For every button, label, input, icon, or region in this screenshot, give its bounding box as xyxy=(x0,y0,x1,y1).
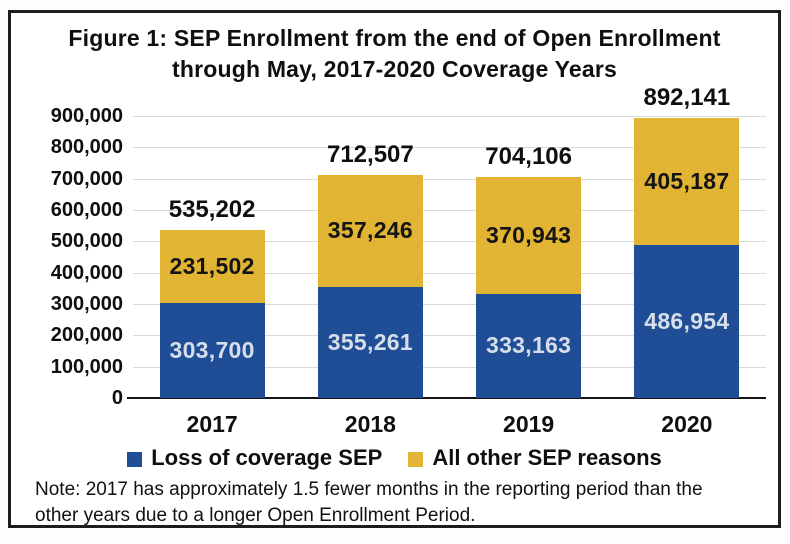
note-text: Note: 2017 has approximately 1.5 fewer m… xyxy=(35,479,703,526)
bar-segment: 370,943 xyxy=(476,177,582,294)
legend-label: Loss of coverage SEP xyxy=(151,445,383,470)
y-tick-label: 600,000 xyxy=(50,199,123,221)
total-value-label: 892,141 xyxy=(643,84,731,112)
figure-frame: Figure 1: SEP Enrollment from the end of… xyxy=(8,10,781,528)
bar-2020: 486,954 405,187 892,141 xyxy=(634,84,740,398)
segment-value-label: 333,163 xyxy=(486,332,572,359)
y-tick-label: 0 xyxy=(111,387,123,409)
x-tick-label: 2017 xyxy=(186,411,238,437)
gridline xyxy=(133,147,766,149)
segment-value-label: 357,246 xyxy=(327,217,413,244)
y-tick-label: 800,000 xyxy=(50,136,123,159)
gridline xyxy=(133,178,766,180)
bar-segment: 486,954 xyxy=(634,245,740,398)
gridline xyxy=(133,116,766,117)
gridline xyxy=(133,304,766,305)
segment-value-label: 355,261 xyxy=(327,328,413,355)
bar-segment: 333,163 xyxy=(476,293,582,398)
bar-segment: 405,187 xyxy=(634,118,740,246)
bar-segment: 355,261 xyxy=(317,286,423,398)
bar-2018: 355,261 357,246 712,507 xyxy=(317,116,423,398)
legend-label: All other SEP reasons xyxy=(432,445,662,470)
legend-item-all-other-reasons: All other SEP reasons xyxy=(408,445,662,471)
legend: Loss of coverage SEP All other SEP reaso… xyxy=(11,445,778,471)
legend-swatch-yellow-icon xyxy=(408,451,424,467)
segment-value-label: 405,187 xyxy=(644,168,730,195)
bar-segment: 357,246 xyxy=(317,174,423,287)
x-axis-line xyxy=(127,397,766,399)
total-value-label: 704,106 xyxy=(485,143,572,171)
y-tick-label: 700,000 xyxy=(50,167,123,190)
segment-value-label: 303,700 xyxy=(169,336,255,363)
segment-value-label: 370,943 xyxy=(486,222,572,248)
x-axis-labels: 2017 2018 2019 2020 xyxy=(133,411,766,439)
chart-title-line1: Figure 1: SEP Enrollment from the end of… xyxy=(68,25,721,51)
legend-item-loss-of-coverage: Loss of coverage SEP xyxy=(127,445,382,471)
gridline xyxy=(133,210,766,211)
bar-2019: 333,163 370,943 704,106 xyxy=(476,116,582,398)
y-tick-label: 400,000 xyxy=(50,261,123,284)
chart-title: Figure 1: SEP Enrollment from the end of… xyxy=(11,23,778,85)
plot-area: 0 100,000 200,000 300,000 400,000 500,000 600,… xyxy=(51,84,766,409)
y-tick-label: 900,000 xyxy=(50,105,123,127)
gridline xyxy=(133,366,766,368)
y-tick-label: 200,000 xyxy=(50,324,123,347)
gridline xyxy=(133,272,766,274)
segment-value-label: 231,502 xyxy=(169,253,255,280)
y-tick-label: 500,000 xyxy=(50,230,123,253)
segment-value-label: 486,954 xyxy=(644,308,730,335)
gridline xyxy=(133,335,766,337)
bar-2017: 303,700 231,502 535,202 xyxy=(159,116,265,398)
x-tick-label: 2020 xyxy=(661,411,713,437)
bar-segment: 231,502 xyxy=(159,230,265,303)
x-tick-label: 2019 xyxy=(503,411,555,437)
y-tick-label: 100,000 xyxy=(50,355,123,378)
y-tick-label: 300,000 xyxy=(50,293,123,315)
legend-swatch-blue-icon xyxy=(127,451,143,467)
x-tick-label: 2018 xyxy=(344,411,396,437)
bar-segment: 303,700 xyxy=(159,302,265,398)
total-value-label: 535,202 xyxy=(168,196,256,224)
gridline xyxy=(133,241,766,243)
total-value-label: 712,507 xyxy=(326,140,414,168)
chart-title-line2: through May, 2017-2020 Coverage Years xyxy=(171,56,618,82)
